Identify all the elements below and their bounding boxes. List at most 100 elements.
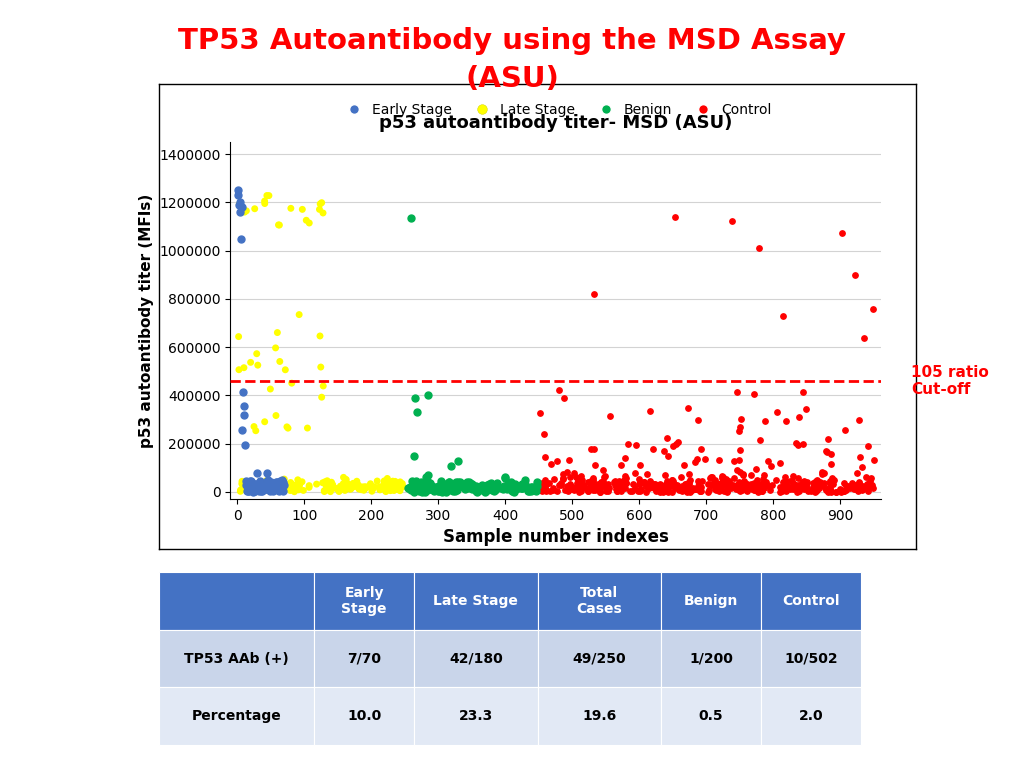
Point bbox=[657, 469, 674, 482]
Point bbox=[806, 483, 822, 495]
Point bbox=[592, 485, 608, 498]
Point bbox=[301, 479, 317, 492]
Point bbox=[419, 484, 435, 496]
Point bbox=[711, 478, 727, 490]
Point bbox=[617, 477, 634, 489]
Point bbox=[256, 415, 272, 428]
Point bbox=[524, 482, 541, 494]
Point bbox=[266, 481, 283, 493]
Point bbox=[294, 475, 310, 488]
Point bbox=[416, 485, 432, 498]
Point bbox=[630, 485, 646, 497]
Point bbox=[684, 484, 700, 496]
Point bbox=[641, 482, 657, 494]
Point bbox=[754, 485, 770, 497]
Point bbox=[366, 481, 382, 493]
Point bbox=[239, 205, 255, 217]
Point bbox=[823, 448, 840, 460]
Point bbox=[406, 450, 422, 462]
Point bbox=[680, 485, 696, 497]
Point bbox=[862, 475, 879, 487]
Point bbox=[375, 479, 391, 492]
Point bbox=[665, 485, 681, 498]
Point bbox=[846, 483, 862, 495]
Point bbox=[335, 480, 351, 492]
Point bbox=[792, 480, 808, 492]
Point bbox=[834, 227, 850, 239]
Point bbox=[551, 478, 567, 491]
Point bbox=[355, 484, 372, 496]
Point bbox=[453, 477, 469, 489]
Point bbox=[457, 482, 473, 495]
Point bbox=[734, 480, 751, 492]
Point bbox=[718, 473, 734, 485]
Point bbox=[729, 482, 745, 495]
Point bbox=[237, 409, 253, 422]
Point bbox=[733, 481, 750, 493]
Point bbox=[731, 485, 748, 498]
Point bbox=[679, 481, 695, 493]
Point bbox=[482, 477, 499, 489]
Point bbox=[719, 485, 735, 497]
Point bbox=[848, 480, 864, 492]
Point bbox=[855, 482, 871, 495]
Point bbox=[505, 482, 521, 495]
Point bbox=[538, 485, 554, 497]
Point bbox=[668, 439, 684, 451]
Point bbox=[245, 478, 261, 490]
Point bbox=[590, 479, 606, 492]
Point bbox=[430, 480, 446, 492]
Point bbox=[386, 484, 402, 496]
Point bbox=[351, 482, 368, 495]
Point bbox=[466, 479, 482, 492]
Point bbox=[528, 479, 545, 492]
Point bbox=[475, 479, 492, 492]
Point bbox=[808, 481, 824, 493]
Point bbox=[799, 475, 815, 488]
Point bbox=[772, 485, 788, 498]
Point bbox=[723, 482, 739, 494]
Point bbox=[774, 476, 791, 488]
Point bbox=[617, 477, 634, 489]
Point bbox=[275, 479, 292, 492]
Point bbox=[729, 480, 745, 492]
Point bbox=[790, 472, 806, 485]
Point bbox=[237, 206, 253, 218]
Point bbox=[549, 455, 565, 468]
Text: 10/502: 10/502 bbox=[784, 651, 838, 666]
Point bbox=[435, 479, 452, 492]
Point bbox=[790, 483, 806, 495]
Point bbox=[264, 482, 281, 495]
Point bbox=[335, 478, 351, 490]
Point bbox=[858, 482, 874, 495]
Point bbox=[692, 484, 709, 496]
Point bbox=[473, 484, 489, 496]
Point bbox=[229, 184, 246, 197]
Point bbox=[422, 477, 438, 489]
Point bbox=[385, 478, 401, 490]
Point bbox=[260, 480, 276, 492]
Point bbox=[262, 481, 279, 493]
Point bbox=[813, 479, 829, 492]
Bar bbox=[414, 572, 538, 630]
Point bbox=[271, 356, 288, 368]
Point bbox=[682, 485, 698, 498]
Point bbox=[243, 356, 259, 369]
Point bbox=[840, 481, 856, 493]
Point bbox=[594, 478, 610, 491]
Point bbox=[340, 478, 356, 491]
Point bbox=[714, 478, 730, 491]
Point bbox=[618, 472, 635, 484]
Point bbox=[708, 477, 724, 489]
Point bbox=[764, 478, 780, 491]
Point bbox=[583, 475, 599, 488]
Point bbox=[556, 484, 572, 496]
Point bbox=[234, 481, 251, 493]
Point bbox=[569, 480, 586, 492]
Point bbox=[665, 478, 681, 490]
Point bbox=[752, 478, 768, 491]
Point bbox=[864, 482, 881, 495]
Point bbox=[788, 437, 805, 449]
Point bbox=[431, 484, 447, 496]
Point bbox=[290, 484, 306, 496]
